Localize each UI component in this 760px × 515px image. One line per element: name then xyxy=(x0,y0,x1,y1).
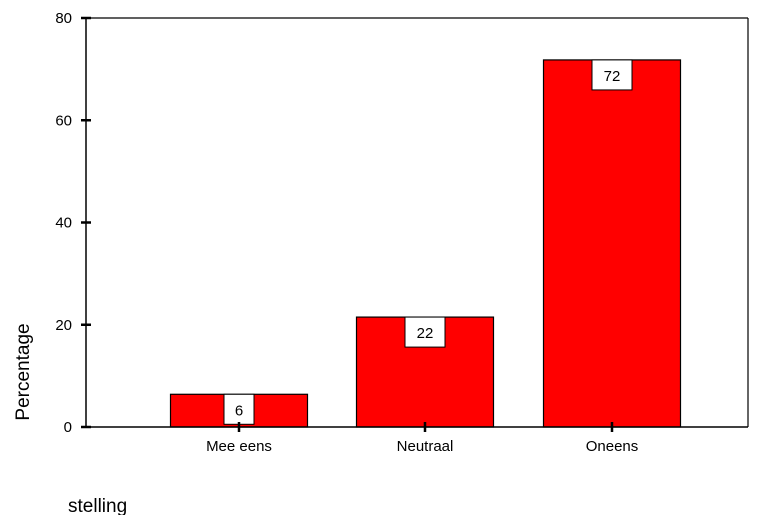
data-label-box xyxy=(404,316,446,348)
y-tick-label: 20 xyxy=(55,317,72,334)
data-label: 72 xyxy=(604,68,621,85)
data-label-box xyxy=(223,393,255,425)
y-tick-label: 60 xyxy=(55,112,72,129)
data-label-box xyxy=(591,59,633,91)
y-tick-label: 0 xyxy=(64,419,72,436)
x-axis: Mee eens Neutraal Oneens xyxy=(86,422,748,455)
bar xyxy=(542,59,682,428)
x-axis-label: stelling xyxy=(68,496,127,515)
y-axis-label: Percentage xyxy=(13,323,34,420)
y-tick-label: 80 xyxy=(55,10,72,27)
x-tick-label: Mee eens xyxy=(206,438,272,455)
y-tick-label: 40 xyxy=(55,215,72,232)
x-tick-label: Neutraal xyxy=(397,438,454,455)
x-tick-label: Oneens xyxy=(586,438,639,455)
y-axis: 0 20 40 60 80 xyxy=(55,10,749,436)
data-label: 22 xyxy=(417,325,434,342)
bars-group: 6 22 72 xyxy=(169,59,682,428)
data-label: 6 xyxy=(235,402,243,419)
